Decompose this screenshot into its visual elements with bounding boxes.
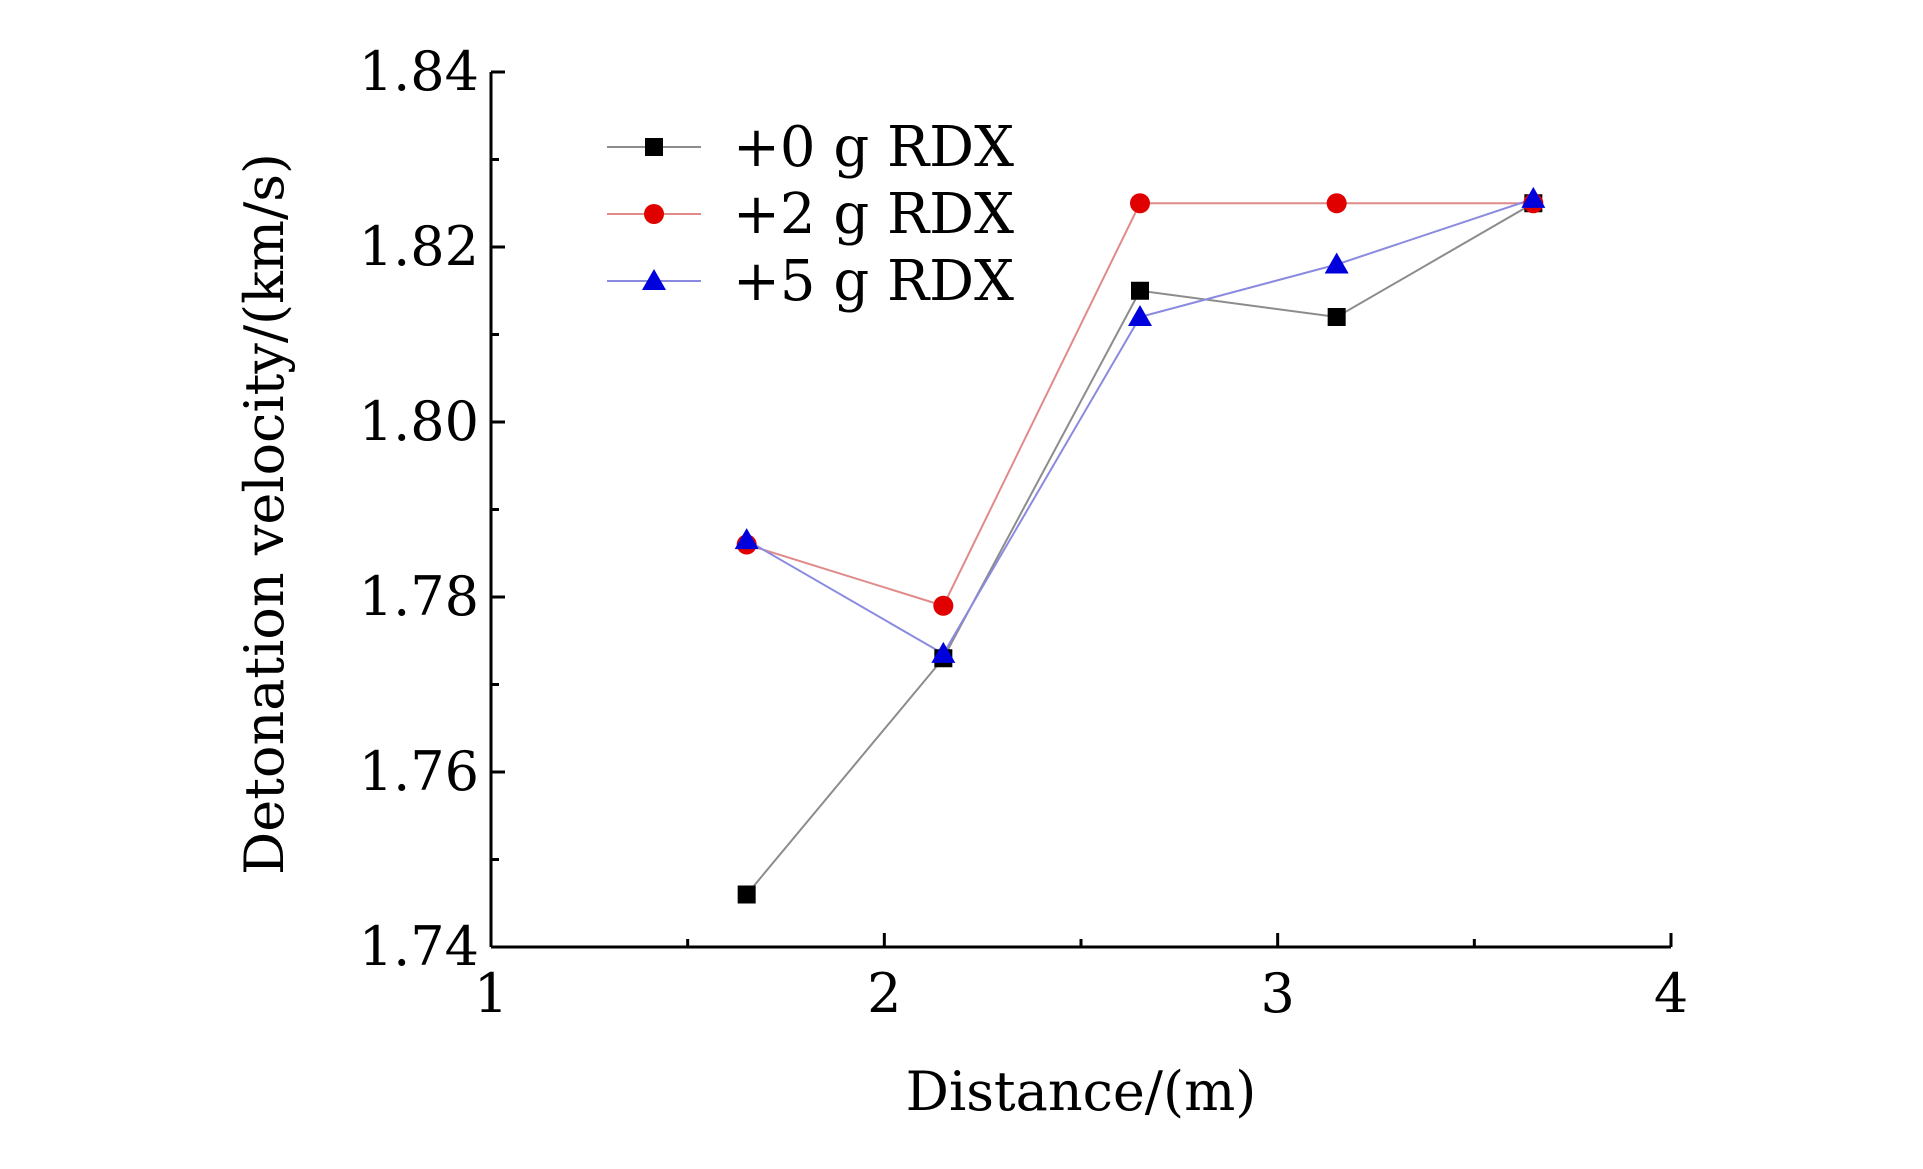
x-tick-label: 4 (1654, 962, 1688, 1025)
data-point (1324, 252, 1349, 274)
y-tick-label: 1.80 (359, 390, 479, 453)
data-point (734, 528, 759, 550)
data-point (933, 595, 954, 616)
y-tick-label: 1.84 (359, 40, 479, 103)
data-point (1130, 193, 1150, 214)
series-markers (734, 186, 1546, 904)
axes: 1 2 3 4 1.74 1.76 1.78 1.80 1.82 1.84 (359, 40, 1688, 1025)
x-axis-label: Distance/(m) (906, 1060, 1257, 1123)
data-point (931, 641, 956, 663)
x-tick-label: 1 (474, 962, 508, 1025)
y-tick-label: 1.74 (359, 915, 479, 978)
data-point (1128, 305, 1152, 326)
legend-marker-2 (642, 269, 666, 290)
y-axis-label: Detonation velocity/(km/s) (233, 153, 296, 875)
y-tick-label: 1.78 (359, 565, 479, 628)
y-tick-label: 1.76 (359, 740, 479, 803)
data-point (1326, 193, 1347, 214)
legend-label: +2 g RDX (733, 182, 1014, 247)
legend: +0 g RDX+2 g RDX+5 g RDX (607, 115, 1014, 314)
data-point (1521, 186, 1546, 208)
legend-label: +0 g RDX (733, 115, 1014, 180)
data-point (737, 885, 756, 904)
y-tick-label: 1.82 (359, 215, 479, 278)
x-tick-label: 2 (867, 962, 901, 1025)
legend-marker-0 (645, 138, 663, 156)
data-point (1131, 281, 1149, 300)
legend-label: +5 g RDX (733, 249, 1014, 314)
data-point (1327, 308, 1346, 326)
x-tick-label: 3 (1260, 962, 1294, 1025)
legend-marker-1 (644, 204, 664, 224)
